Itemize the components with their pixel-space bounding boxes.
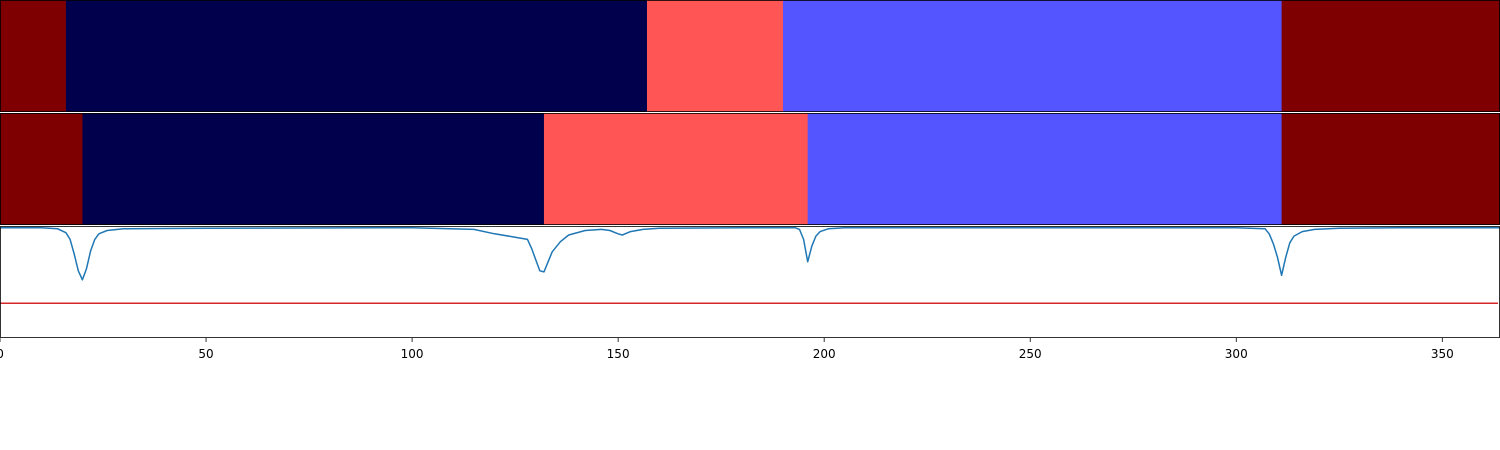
segment-top-4 (782, 0, 1283, 112)
segment-panel-middle (0, 113, 1500, 225)
x-tick-label: 300 (1225, 347, 1248, 361)
segment-middle-5 (1281, 113, 1500, 225)
line-panel (0, 226, 1500, 338)
segment-middle-1 (0, 113, 83, 225)
segment-top-5 (1281, 0, 1500, 112)
x-tick-label: 250 (1019, 347, 1042, 361)
series-line-1 (0, 226, 1500, 281)
x-tick-label: 200 (813, 347, 836, 361)
x-tick-label: 50 (198, 347, 213, 361)
x-axis: 0 50 100 150 200 250 300 350 (0, 338, 1454, 361)
segment-top-1 (0, 0, 67, 112)
x-tick-label: 100 (401, 347, 424, 361)
segment-middle-3 (543, 113, 809, 225)
x-tick-label: 150 (607, 347, 630, 361)
line-panel-background (0, 226, 1500, 338)
segment-top-3 (646, 0, 784, 112)
x-tick-label: 350 (1431, 347, 1454, 361)
segment-top-2 (65, 0, 648, 112)
segment-middle-4 (807, 113, 1283, 225)
segment-middle-2 (82, 113, 545, 225)
x-tick-label: 0 (0, 347, 4, 361)
segment-panel-top (0, 0, 1500, 112)
